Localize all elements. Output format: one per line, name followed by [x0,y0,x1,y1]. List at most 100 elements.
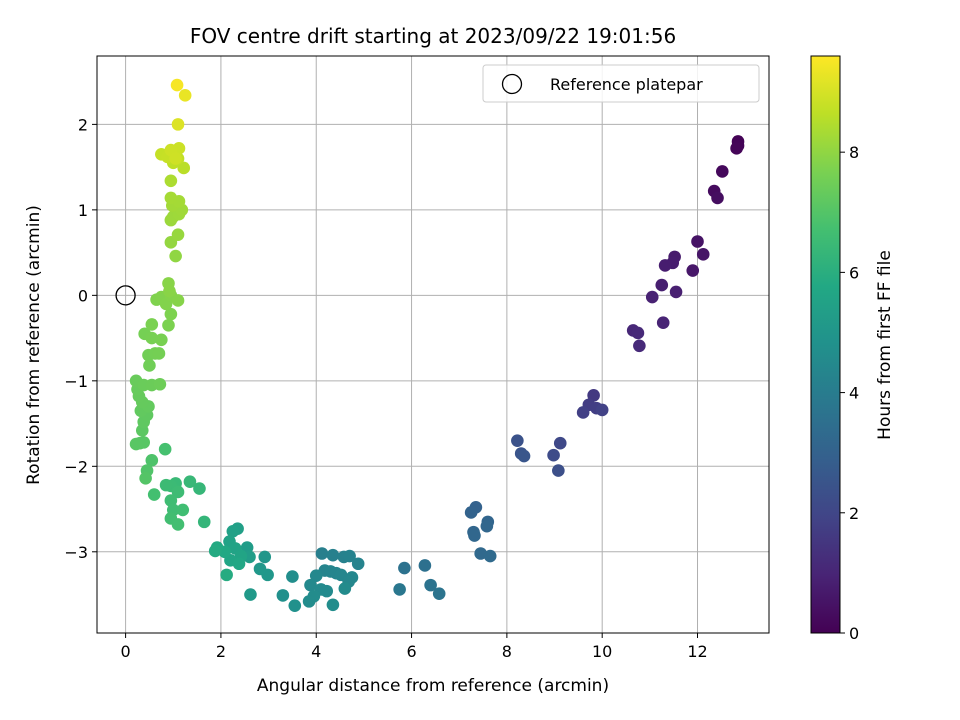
data-point [464,506,478,519]
x-axis-ticks: 0 2 4 6 8 10 12 [121,633,708,661]
data-point [691,235,704,248]
data-point [315,547,329,560]
data-point [686,264,700,277]
legend-box [482,64,760,103]
reference-platepar-marker [115,285,136,306]
data-point [343,549,356,563]
data-point [631,326,645,340]
data-point [226,524,240,538]
data-point [517,449,531,463]
y-tick-label: −2 [64,457,88,476]
data-point [393,583,406,596]
grid-lines [97,56,769,633]
x-tick-label: 8 [502,642,512,661]
data-point [164,307,178,321]
data-point [193,482,206,495]
data-point [511,434,524,447]
data-point [655,278,669,292]
data-point [696,248,710,261]
data-point [147,488,161,501]
y-tick-label: 2 [78,115,88,134]
data-point [309,569,323,583]
data-point [152,347,166,360]
plot-frame [96,55,770,634]
data-point [276,589,290,602]
colorbar-label: Hours from first FF file [875,250,895,440]
colorbar-tick-label: 0 [849,624,859,643]
data-point [576,406,590,419]
data-point [197,515,211,529]
data-point [163,284,176,298]
data-point [159,478,173,492]
colorbar-tick-label: 2 [849,504,859,523]
colorbar-gradient [810,55,841,634]
legend: Reference platepar [482,64,760,103]
data-point [155,333,168,347]
data-point [645,290,659,304]
data-point [633,339,646,353]
y-tick-label: −3 [64,543,88,562]
data-point [326,598,340,612]
data-point [129,437,143,451]
data-point [143,359,156,372]
data-point [171,294,185,307]
y-tick-label: 0 [78,286,88,305]
data-point [145,318,159,331]
colorbar: 0 2 4 6 8 Hours from first FF file [810,55,895,643]
data-point [288,599,302,612]
data-point [176,503,190,517]
data-point [595,403,609,417]
data-point [139,471,152,485]
data-point [302,595,316,608]
data-point [656,316,670,330]
data-point [258,550,272,564]
x-tick-label: 4 [311,642,321,661]
data-point [711,191,724,205]
data-point [232,557,246,571]
data-point [587,389,600,402]
data-point [320,584,334,598]
data-point [177,161,191,175]
legend-label: Reference platepar [550,75,703,94]
data-point [669,285,683,299]
data-point [552,464,565,477]
data-point [169,249,182,263]
data-point [171,228,185,241]
data-point [480,519,494,533]
data-point [171,518,185,531]
x-tick-label: 0 [121,642,131,661]
y-axis-label: Rotation from reference (arcmin) [24,205,44,485]
data-point [474,547,487,560]
data-point [170,78,184,92]
data-point [164,191,178,205]
data-point [145,454,159,467]
data-point [178,89,192,102]
data-point [171,118,185,131]
colorbar-tick-label: 6 [849,263,859,282]
data-point [244,588,257,601]
y-axis-ticks: −3 −2 −1 0 1 2 [64,115,97,562]
data-point [338,582,352,595]
data-point [304,578,317,592]
data-point [164,174,178,188]
y-tick-label: 1 [78,201,88,220]
colorbar-ticks: 0 2 4 6 8 [840,143,859,643]
data-point [398,561,411,575]
data-point [220,568,233,582]
data-points [115,78,745,612]
chart-title: FOV centre drift starting at 2023/09/22 … [190,24,676,48]
data-point [208,544,222,558]
data-point [171,485,185,499]
data-point [351,557,365,571]
x-tick-label: 12 [687,642,707,661]
data-point [547,448,560,462]
colorbar-tick-label: 4 [849,384,859,403]
x-tick-label: 6 [406,642,416,661]
colorbar-tick-label: 8 [849,143,859,162]
data-point [418,559,432,572]
data-point [553,436,567,450]
data-point [483,549,497,563]
data-point [424,578,437,592]
x-tick-label: 2 [216,642,226,661]
